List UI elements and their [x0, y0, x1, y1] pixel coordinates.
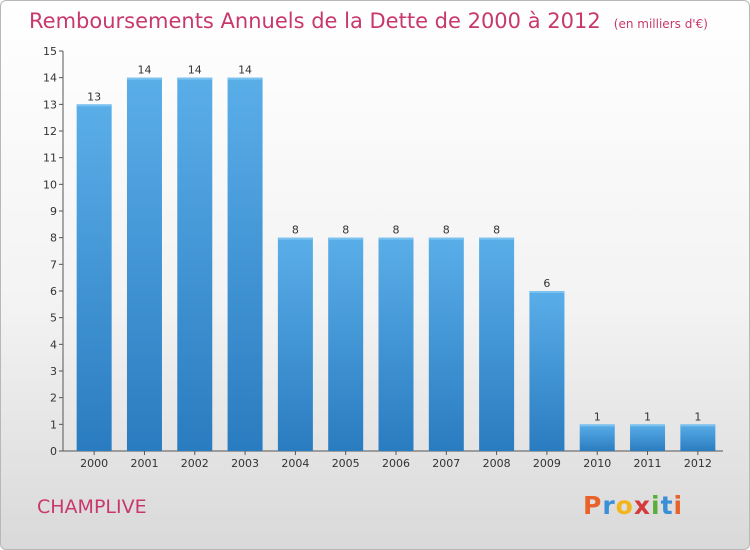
bar-value-label: 14: [238, 64, 252, 77]
bar-highlight: [479, 237, 515, 240]
bar-value-label: 8: [493, 224, 500, 237]
bar-highlight: [126, 77, 162, 80]
x-tick-label: 2003: [231, 457, 259, 470]
logo-letter: i: [651, 491, 661, 520]
y-tick-label: 6: [50, 285, 57, 298]
chart-unit-text: (en milliers d'€): [613, 17, 708, 31]
x-tick-label: 2002: [181, 457, 209, 470]
bar: [479, 237, 515, 451]
bar: [529, 291, 565, 451]
x-tick-label: 2004: [281, 457, 309, 470]
bar-highlight: [428, 237, 464, 240]
y-tick-label: 9: [50, 205, 57, 218]
bar-value-label: 8: [292, 224, 299, 237]
x-tick-label: 2008: [483, 457, 511, 470]
bar-value-label: 14: [137, 64, 151, 77]
bar-value-label: 8: [342, 224, 349, 237]
bar: [328, 237, 364, 451]
bar: [630, 424, 666, 451]
y-tick-label: 5: [50, 312, 57, 325]
y-tick-label: 4: [50, 338, 57, 351]
bar: [227, 77, 263, 452]
bar-highlight: [579, 424, 615, 427]
x-tick-label: 2000: [80, 457, 108, 470]
y-tick-label: 7: [50, 258, 57, 271]
x-tick-label: 2005: [332, 457, 360, 470]
logo-letter: x: [633, 491, 651, 520]
y-tick-label: 13: [43, 98, 57, 111]
y-tick-label: 2: [50, 392, 57, 405]
bar-highlight: [630, 424, 666, 427]
bar-highlight: [680, 424, 716, 427]
y-tick-label: 11: [43, 152, 57, 165]
logo-letter: t: [660, 491, 674, 520]
bar-highlight: [529, 291, 565, 293]
bar-value-label: 1: [694, 410, 701, 423]
bar-highlight: [177, 77, 213, 80]
logo-letter: P: [583, 491, 603, 520]
bar-highlight: [277, 237, 313, 240]
bar: [428, 237, 464, 451]
bar: [579, 424, 615, 451]
y-tick-label: 8: [50, 232, 57, 245]
y-tick-label: 0: [50, 445, 57, 458]
y-tick-label: 12: [43, 125, 57, 138]
bar: [76, 104, 112, 451]
x-tick-label: 2006: [382, 457, 410, 470]
bar-value-label: 6: [543, 277, 550, 290]
chart-title-text: Remboursements Annuels de la Dette de 20…: [29, 9, 601, 33]
x-tick-label: 2009: [533, 457, 561, 470]
y-tick-label: 15: [43, 45, 57, 58]
bar-value-label: 8: [443, 224, 450, 237]
bar-value-label: 14: [188, 64, 202, 77]
x-tick-label: 2012: [684, 457, 712, 470]
proxiti-logo: Proxiti: [583, 491, 683, 520]
commune-name: CHAMPLIVE: [37, 496, 147, 518]
x-tick-label: 2007: [432, 457, 460, 470]
bar-value-label: 13: [87, 90, 101, 103]
bar-value-label: 1: [594, 410, 601, 423]
bar-value-label: 1: [644, 410, 651, 423]
logo-letter: r: [602, 491, 616, 520]
y-tick-label: 14: [43, 72, 57, 85]
chart-title: Remboursements Annuels de la Dette de 20…: [29, 9, 708, 33]
bar: [378, 237, 414, 451]
x-tick-label: 2010: [583, 457, 611, 470]
bar: [680, 424, 716, 451]
y-tick-label: 10: [43, 178, 57, 191]
bar: [126, 77, 162, 452]
logo-letter: o: [615, 491, 634, 520]
x-tick-label: 2011: [634, 457, 662, 470]
bar: [177, 77, 213, 452]
bar: [277, 237, 313, 451]
y-tick-label: 3: [50, 365, 57, 378]
bar-highlight: [378, 237, 414, 240]
bar-value-label: 8: [393, 224, 400, 237]
bar-highlight: [227, 77, 263, 80]
bar-highlight: [76, 104, 112, 107]
y-tick-label: 1: [50, 418, 57, 431]
logo-letter: i: [673, 491, 684, 520]
bar-highlight: [328, 237, 364, 240]
x-tick-label: 2001: [130, 457, 158, 470]
